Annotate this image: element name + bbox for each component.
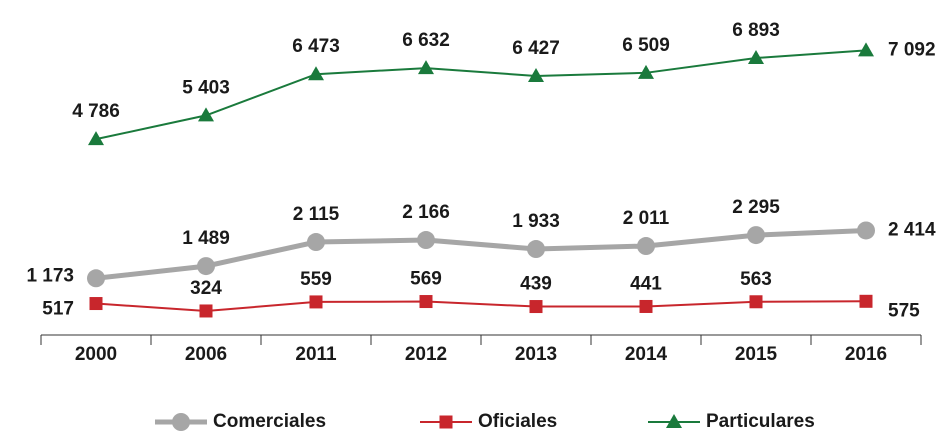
data-label: 1 933 [512,211,560,232]
marker [87,269,105,288]
marker [308,66,324,81]
data-label: 2 166 [402,202,450,223]
series-line [95,49,867,141]
data-label: 2 011 [623,208,670,229]
x-tick-label: 2016 [845,344,887,365]
x-tick-label: 2011 [295,344,337,365]
marker [666,414,682,428]
data-label: 439 [520,274,552,295]
x-tick-label: 2015 [735,344,778,365]
marker [439,415,453,429]
data-label: 4 786 [72,101,120,122]
marker [638,64,654,79]
data-label: 1 173 [26,265,74,286]
marker [529,300,543,314]
data-label: 441 [630,273,662,294]
marker [749,295,763,309]
marker [199,304,213,318]
data-label: 2 414 [888,220,936,241]
marker [307,233,325,252]
marker [637,237,655,256]
marker [419,295,433,309]
data-label: 6 632 [402,30,450,51]
marker [859,294,873,308]
marker [858,42,874,57]
x-tick-label: 2013 [515,344,557,365]
marker [197,257,215,276]
marker [639,299,653,313]
marker [417,231,435,250]
data-label: 6 473 [292,36,340,57]
marker [172,413,190,431]
data-label: 559 [300,269,332,290]
data-label: 1 489 [182,228,230,249]
data-label: 6 893 [732,20,780,41]
x-tick-label: 2000 [75,344,117,365]
marker [748,50,764,65]
x-tick-label: 2012 [405,344,447,365]
data-label: 517 [42,299,74,320]
data-label: 5 403 [182,77,230,98]
legend-label: Comerciales [213,411,326,432]
series-line [95,227,867,281]
legend-label: Oficiales [478,411,557,432]
marker [857,221,875,240]
marker [89,297,103,311]
marker [527,240,545,259]
legend-label: Particulares [706,411,815,432]
x-tick-label: 2006 [185,344,227,365]
marker [309,295,323,309]
marker [528,67,544,82]
marker [88,131,104,146]
data-label: 6 427 [512,38,560,59]
marker [198,107,214,122]
data-label: 2 115 [293,204,340,225]
marker [747,226,765,245]
data-label: 6 509 [622,35,670,56]
data-label: 569 [410,269,442,290]
data-label: 575 [888,300,920,321]
data-label: 563 [740,269,772,290]
data-label: 7 092 [888,39,936,60]
x-tick-label: 2014 [625,344,668,365]
marker [418,60,434,75]
series-line [95,300,867,312]
data-label: 324 [190,278,222,299]
data-label: 2 295 [732,197,780,218]
